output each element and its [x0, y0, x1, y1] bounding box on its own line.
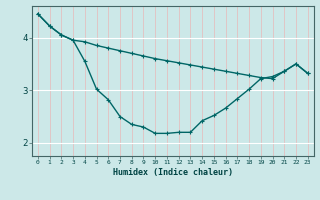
- X-axis label: Humidex (Indice chaleur): Humidex (Indice chaleur): [113, 168, 233, 177]
